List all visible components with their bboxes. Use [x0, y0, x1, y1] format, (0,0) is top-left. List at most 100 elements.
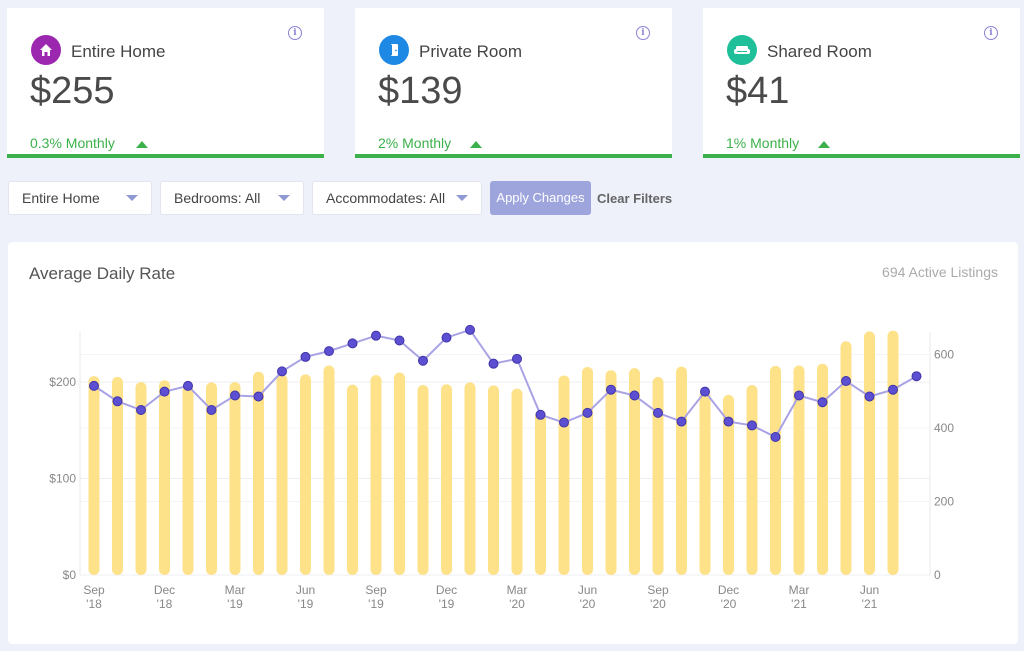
listing-bar: [253, 371, 264, 575]
rate-point: [911, 371, 922, 382]
rate-point: [488, 358, 499, 369]
info-icon[interactable]: i: [288, 26, 302, 40]
x-tick-year: '20: [721, 597, 737, 611]
listing-bar: [464, 382, 476, 575]
rate-point: [841, 376, 851, 387]
left-tick-label: $100: [49, 472, 76, 486]
rate-point: [700, 386, 710, 397]
x-tick-month: Jun: [578, 583, 597, 597]
listing-bar: [229, 382, 241, 575]
chevron-down-icon: [126, 195, 138, 201]
entire-home-card: Entire Home $255 0.3% Monthly i: [7, 8, 324, 158]
x-tick-year: '19: [298, 597, 314, 611]
active-listings-count: 694 Active Listings: [882, 264, 998, 280]
right-tick-label: 200: [934, 495, 954, 509]
x-tick-year: '19: [368, 597, 384, 611]
listing-bar: [182, 385, 194, 575]
rate-line: [93, 328, 917, 439]
rate-point: [441, 332, 452, 343]
listing-bar: [582, 366, 593, 575]
listing-bar: [347, 384, 358, 575]
x-tick-year: '19: [439, 597, 455, 611]
rate-point: [794, 390, 804, 401]
rate-point: [535, 409, 546, 420]
chevron-down-icon: [278, 195, 290, 201]
listing-bar: [112, 376, 123, 575]
info-icon[interactable]: i: [636, 26, 650, 40]
trend-up-icon: [470, 141, 482, 148]
rate-point: [277, 366, 287, 377]
listing-bar: [793, 365, 805, 575]
card-price: $41: [726, 70, 790, 112]
rate-point: [723, 416, 734, 427]
accommodates-dropdown[interactable]: Accommodates: All: [312, 181, 482, 215]
x-tick-year: '21: [791, 597, 807, 611]
x-tick-month: Dec: [718, 583, 739, 597]
listing-bar: [135, 382, 147, 575]
left-tick-label: $200: [49, 375, 76, 389]
listing-bar: [511, 388, 523, 575]
listing-bar: [558, 375, 570, 575]
x-tick-year: '20: [580, 597, 596, 611]
card-trend: 1% Monthly: [726, 135, 800, 151]
sofa-icon: [727, 35, 757, 65]
rate-point: [606, 384, 616, 395]
trend-up-icon: [818, 141, 830, 148]
listing-bar: [887, 330, 899, 575]
rate-point: [112, 396, 123, 407]
x-tick-year: '19: [227, 597, 243, 611]
card-title: Entire Home: [71, 42, 166, 61]
right-tick-label: 400: [934, 421, 954, 435]
listing-bar: [535, 411, 546, 575]
card-price: $139: [378, 70, 463, 112]
rate-point: [159, 386, 170, 397]
info-icon[interactable]: i: [984, 26, 998, 40]
listing-bar: [300, 374, 311, 575]
rate-point: [512, 353, 522, 364]
dropdown-label: Bedrooms: All: [174, 190, 261, 206]
listing-bar: [488, 385, 499, 575]
bedrooms-dropdown[interactable]: Bedrooms: All: [160, 181, 304, 215]
listing-bar: [746, 385, 758, 575]
door-icon: [379, 35, 409, 65]
private-room-card: Private Room $139 2% Monthly i: [355, 8, 672, 158]
rate-point: [89, 380, 99, 391]
chart-title: Average Daily Rate: [29, 264, 176, 283]
x-tick-year: '21: [862, 597, 878, 611]
rate-point: [864, 391, 875, 402]
clear-filters-button[interactable]: Clear Filters: [597, 191, 673, 206]
rate-point: [747, 420, 757, 431]
rate-point: [136, 404, 146, 415]
rate-point: [629, 390, 640, 401]
x-tick-month: Mar: [789, 583, 810, 597]
apply-changes-button[interactable]: Apply Changes: [490, 181, 591, 215]
rate-point: [324, 346, 334, 357]
rate-point: [300, 351, 311, 362]
card-trend: 0.3% Monthly: [30, 135, 115, 151]
dropdown-label: Entire Home: [22, 190, 100, 206]
right-tick-label: 0: [934, 568, 941, 582]
rate-point: [582, 407, 593, 418]
listing-bar: [840, 341, 852, 575]
x-tick-year: '20: [509, 597, 525, 611]
listing-bar: [676, 366, 687, 575]
property-type-dropdown[interactable]: Entire Home: [8, 181, 152, 215]
average-daily-rate-panel: Average Daily Rate 694 Active Listings $…: [8, 242, 1018, 644]
rate-point: [770, 432, 781, 443]
listing-bar: [699, 390, 711, 575]
x-tick-month: Sep: [365, 583, 387, 597]
rate-point: [653, 407, 663, 418]
listing-bar: [88, 376, 100, 575]
rate-point: [230, 390, 240, 401]
listing-bar: [770, 365, 781, 575]
listing-bar: [394, 372, 405, 575]
rate-point: [394, 335, 405, 346]
listing-bar: [206, 382, 217, 575]
x-tick-month: Dec: [436, 583, 457, 597]
listing-bar: [159, 380, 170, 575]
shared-room-card: Shared Room $41 1% Monthly i: [703, 8, 1020, 158]
dropdown-label: Accommodates: All: [326, 190, 446, 206]
x-tick-month: Dec: [154, 583, 175, 597]
x-tick-year: '18: [157, 597, 173, 611]
rate-point: [347, 338, 358, 349]
